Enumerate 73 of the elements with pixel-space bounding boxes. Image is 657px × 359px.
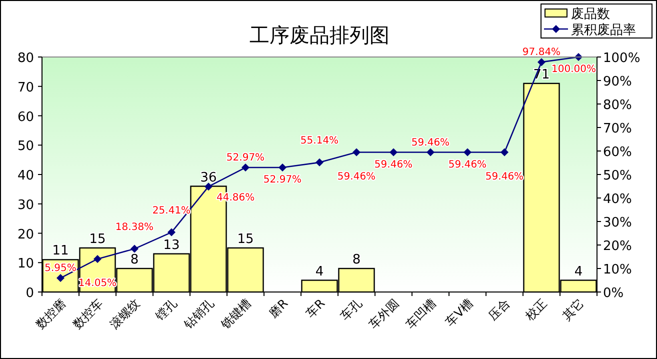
x-tick-label: 磨R (266, 296, 291, 321)
point (464, 148, 472, 156)
data-label: 100.00% (552, 64, 596, 75)
y-tick-label: 80 (17, 51, 34, 66)
y2-tick-label: 0% (603, 286, 624, 301)
y2-tick-label: 60% (603, 145, 632, 160)
y2-tick-label: 30% (603, 216, 632, 230)
x-tick-label: 校正 (522, 296, 550, 324)
y-tick-label: 20 (17, 227, 34, 242)
chart-title: 工序废品排列图 (250, 23, 390, 47)
data-label: 4 (574, 264, 583, 280)
data-label: 59.46% (374, 159, 413, 170)
x-tick-label: 车外圆 (366, 296, 402, 332)
point (168, 228, 176, 236)
data-label: 36 (200, 170, 217, 186)
x-tick-label: 其它 (560, 296, 587, 324)
data-label: 59.46% (485, 171, 524, 182)
y2-tick-label: 100% (603, 51, 640, 66)
y-tick-label: 70 (17, 80, 34, 96)
point (204, 182, 212, 191)
point (316, 158, 324, 166)
data-label: 52.97% (226, 152, 265, 164)
legend-label: 废品数 (571, 7, 610, 22)
point (94, 254, 102, 263)
data-label: 97.84% (522, 47, 561, 58)
y2-tick-label: 80% (603, 98, 632, 113)
x-tick-label: 滚螺纹 (107, 296, 143, 332)
x-tick-label: 车V槽 (442, 296, 476, 329)
point (426, 148, 434, 156)
data-label: 4 (315, 264, 324, 280)
y2-tick-label: 40% (603, 192, 632, 207)
y-tick-label: 50 (17, 139, 34, 154)
data-label: 59.46% (448, 159, 487, 170)
data-label: 55.14% (300, 135, 339, 146)
data-label: 18.38% (115, 222, 154, 233)
y2-tick-label: 20% (603, 239, 632, 254)
y2-tick-label: 10% (603, 262, 632, 278)
y-tick-label: 30 (17, 198, 34, 213)
point (352, 148, 360, 156)
data-label: 13 (163, 238, 180, 253)
legend-label: 累积废品率 (571, 22, 636, 38)
y-tick-label: 60 (17, 110, 34, 125)
y2-tick-label: 70% (603, 122, 632, 136)
x-tick-label: 数控磨 (33, 296, 69, 332)
point (500, 148, 508, 156)
point (538, 58, 546, 66)
point (390, 148, 398, 156)
point (56, 274, 64, 282)
data-label: 8 (352, 252, 361, 268)
y2-tick-label: 50% (603, 168, 632, 184)
data-label: 15 (89, 232, 106, 247)
data-label: 11 (52, 244, 69, 259)
y-tick-label: 0 (26, 286, 34, 301)
data-label: 59.46% (337, 171, 376, 182)
x-tick-label: 车凹槽 (403, 296, 439, 332)
data-label: 5.95% (44, 263, 76, 274)
point (278, 164, 286, 172)
x-tick-label: 镗孔 (152, 296, 180, 324)
y-tick-label: 40 (17, 168, 34, 184)
point (242, 164, 250, 172)
data-label: 15 (237, 232, 254, 247)
x-tick-label: 车孔 (338, 296, 365, 324)
data-label: 8 (130, 252, 139, 268)
x-tick-label: 压合 (486, 296, 513, 324)
x-tick-label: 铣键槽 (218, 296, 254, 332)
data-label: 52.97% (263, 174, 302, 186)
x-tick-label: 钻销孔 (180, 296, 217, 332)
x-tick-label: 数控车 (70, 296, 106, 332)
y2-tick-label: 90% (603, 74, 632, 90)
x-tick-label: 车R (303, 296, 328, 321)
data-label: 59.46% (411, 137, 450, 148)
y-tick-label: 10 (17, 256, 34, 272)
point (130, 244, 138, 253)
